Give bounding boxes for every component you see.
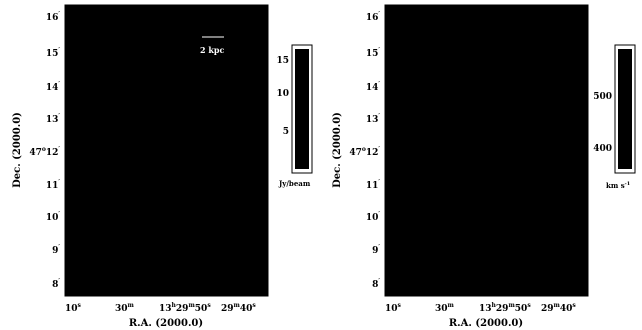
y-tick-label: 10′ bbox=[366, 211, 381, 223]
right-colorbar: 500 400 km s-1 bbox=[593, 44, 636, 190]
scale-bar-label: 2 kpc bbox=[200, 45, 224, 55]
y-axis-label: Dec. (2000.0) bbox=[332, 112, 343, 188]
y-tick-label: 8′ bbox=[372, 278, 380, 290]
right-y-ticks: 16′ 15′ 14′ 13′ 47o12′ 11′ 10′ 9′ 8′ bbox=[349, 11, 380, 290]
y-tick-label: 8′ bbox=[52, 278, 60, 290]
x-tick-label: 30m bbox=[115, 302, 135, 314]
left-panel: 2 kpc 16′ 15′ 14′ 13′ 47o12′ 11′ 10′ 9′ … bbox=[12, 4, 313, 329]
y-tick-label: 14′ bbox=[46, 81, 61, 93]
colorbar-unit: km s-1 bbox=[606, 181, 630, 190]
y-tick-label: 16′ bbox=[46, 11, 61, 23]
y-tick-label: 14′ bbox=[366, 81, 381, 93]
x-tick-label: 10s bbox=[65, 302, 82, 314]
x-tick-label: 10s bbox=[385, 302, 402, 314]
colorbar-tick: 10 bbox=[276, 89, 289, 99]
y-tick-label: 10′ bbox=[46, 211, 61, 223]
y-tick-label: 15′ bbox=[366, 47, 381, 59]
y-tick-label: 47o12′ bbox=[29, 146, 60, 158]
right-x-ticks: 10s 30m 13h29m50s 29m40s bbox=[385, 302, 576, 314]
y-axis-label: Dec. (2000.0) bbox=[12, 112, 23, 188]
x-tick-label: 30m bbox=[435, 302, 455, 314]
x-tick-label: 13h29m50s bbox=[479, 302, 531, 314]
x-tick-label: 29m40s bbox=[221, 302, 256, 314]
x-axis-label: R.A. (2000.0) bbox=[449, 318, 523, 329]
colorbar-tick: 15 bbox=[276, 56, 289, 66]
right-image bbox=[384, 4, 589, 297]
colorbar-tick: 500 bbox=[593, 92, 612, 102]
left-colorbar: 15 10 5 Jy/beam bbox=[276, 44, 313, 188]
y-tick-label: 16′ bbox=[366, 11, 381, 23]
y-tick-label: 13′ bbox=[366, 113, 381, 125]
x-tick-label: 13h29m50s bbox=[159, 302, 211, 314]
y-tick-label: 15′ bbox=[46, 47, 61, 59]
y-tick-label: 11′ bbox=[366, 179, 381, 191]
colorbar-fill bbox=[618, 49, 632, 169]
y-tick-label: 13′ bbox=[46, 113, 61, 125]
colorbar-unit: Jy/beam bbox=[278, 179, 311, 188]
x-tick-label: 29m40s bbox=[541, 302, 576, 314]
colorbar-tick: 400 bbox=[593, 144, 612, 154]
y-tick-label: 9′ bbox=[52, 244, 60, 256]
colorbar-tick: 5 bbox=[283, 127, 289, 137]
right-panel: 16′ 15′ 14′ 13′ 47o12′ 11′ 10′ 9′ 8′ Dec… bbox=[332, 4, 636, 329]
left-x-ticks: 10s 30m 13h29m50s 29m40s bbox=[65, 302, 256, 314]
colorbar-fill bbox=[295, 49, 309, 169]
x-axis-label: R.A. (2000.0) bbox=[129, 318, 203, 329]
y-tick-label: 11′ bbox=[46, 179, 61, 191]
left-image bbox=[64, 4, 269, 297]
left-y-ticks: 16′ 15′ 14′ 13′ 47o12′ 11′ 10′ 9′ 8′ bbox=[29, 11, 60, 290]
y-tick-label: 9′ bbox=[372, 244, 380, 256]
y-tick-label: 47o12′ bbox=[349, 146, 380, 158]
